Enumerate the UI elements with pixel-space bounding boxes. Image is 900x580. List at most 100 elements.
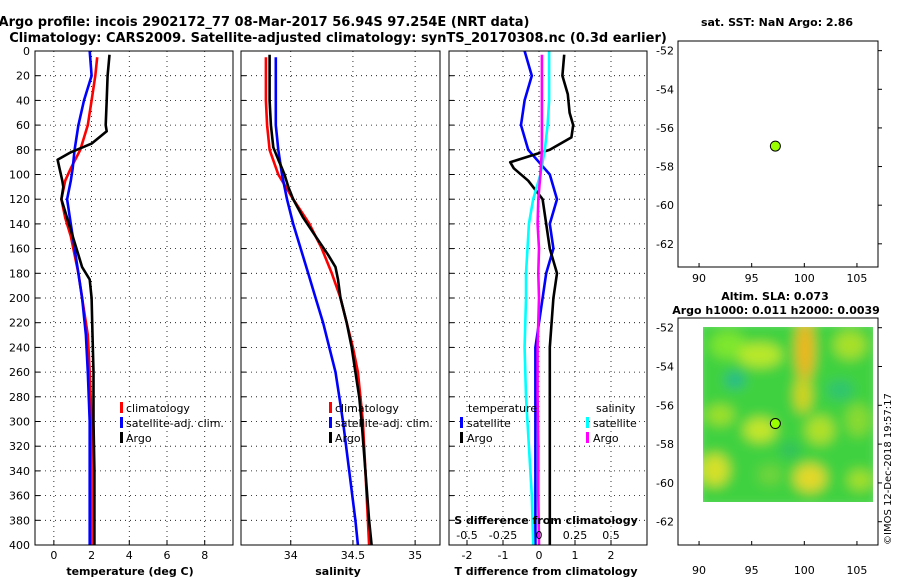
legend-label-s-satellite: satellite (593, 417, 637, 430)
y-tick-label: -56 (656, 122, 674, 135)
legend-swatch-argo (120, 432, 123, 443)
y-tick-label: -62 (656, 238, 674, 251)
s-tick-label: -0.25 (489, 529, 517, 542)
x-tick-label: 0 (50, 549, 57, 562)
y-tick-label: -56 (656, 399, 674, 412)
sst-map-panel: sat. SST: NaN Argo: 2.86 90 95 100 105 -52 -5… (656, 16, 882, 285)
y-tick-label: 380 (9, 514, 30, 527)
salinity-lines (264, 54, 373, 546)
legend-swatch-s-satellite (586, 417, 589, 428)
main-title-line2: Climatology: CARS2009. Satellite-adjuste… (9, 31, 667, 46)
legend-label-satellite: satellite-adj. clim. (126, 417, 224, 430)
sla-map-title-line1: Altim. SLA: 0.073 (721, 290, 828, 303)
sst-map-frame (677, 40, 879, 268)
main-title-line1: Argo profile: incois 2902172_77 08-Mar-2… (0, 15, 529, 30)
s-difference-xlabel: S difference from climatology (454, 514, 638, 527)
temperature-grid (35, 50, 233, 546)
y-tick-label: -58 (656, 438, 674, 451)
x-tick-label: 0 (536, 549, 543, 562)
x-tick-label: 95 (745, 564, 759, 577)
t-difference-tick-labels: -2 -1 0 1 2 (462, 549, 615, 562)
series-line-t-satellite (519, 50, 559, 545)
temperature-panel: 0204060801001201401601802002202402602803… (9, 45, 234, 578)
sst-map-ticks: 90 95 100 105 -52 -54 -56 -58 -60 -62 (656, 45, 882, 285)
x-tick-label: 34.5 (341, 549, 366, 562)
y-tick-label: 400 (9, 539, 30, 552)
y-tick-label: -60 (656, 477, 674, 490)
y-tick-label: 280 (9, 391, 30, 404)
legend-title-salinity: salinity (596, 402, 636, 415)
difference-panel: -2 -1 0 1 2 S difference from climatology -0… (448, 50, 648, 578)
y-tick-label: 180 (9, 267, 30, 280)
temperature-tick-labels: 0 2 4 6 8 (50, 549, 208, 562)
x-tick-label: 4 (126, 549, 133, 562)
temperature-lines (56, 50, 111, 545)
legend-swatch-argo (329, 432, 332, 443)
series-line-s-argo (536, 54, 544, 546)
legend-label-argo: Argo (126, 432, 152, 445)
legend-swatch-t-argo (460, 432, 463, 443)
t-difference-xlabel: T difference from climatology (454, 565, 637, 578)
salinity-tick-labels: 34 34.5 35 (284, 549, 422, 562)
y-tick-label: -52 (656, 322, 674, 335)
temperature-axes-frame (34, 50, 234, 546)
x-tick-label: 34 (284, 549, 298, 562)
series-line-argo (56, 54, 111, 545)
salinity-legend: climatology satellite-adj. clim. Argo (329, 402, 433, 445)
y-tick-label: 120 (9, 193, 30, 206)
y-tick-label: -58 (656, 161, 674, 174)
difference-axes-frame (448, 50, 648, 546)
temperature-xlabel: temperature (deg C) (66, 565, 193, 578)
salinity-axes-frame (240, 50, 441, 546)
legend-swatch-climatology (120, 402, 123, 413)
s-difference-tick-labels: -0.5 -0.25 0 0.25 0.5 (456, 529, 619, 542)
x-tick-label: 95 (745, 272, 759, 285)
s-tick-label: 0 (536, 529, 543, 542)
x-tick-label: 2 (608, 549, 615, 562)
sla-map-panel: Altim. SLA: 0.073 Argo h1000: 0.011 h200… (656, 290, 882, 577)
y-tick-label: -62 (656, 516, 674, 529)
sla-field (703, 327, 873, 502)
legend-swatch-climatology (329, 402, 332, 413)
y-tick-label: -52 (656, 45, 674, 58)
float-position-marker (769, 140, 781, 152)
legend-label-satellite: satellite-adj. clim. (335, 417, 433, 430)
difference-legend: temperature satellite Argo salinity sate… (460, 402, 637, 445)
y-tick-label: 40 (16, 94, 30, 107)
legend-label-s-argo: Argo (593, 432, 619, 445)
y-tick-label: 80 (16, 144, 30, 157)
y-tick-label: 60 (16, 119, 30, 132)
x-tick-label: 90 (692, 272, 706, 285)
legend-label-t-satellite: satellite (467, 417, 511, 430)
legend-swatch-t-satellite (460, 417, 463, 428)
salinity-panel: 34 34.5 35 salinity climatology satellite-… (240, 50, 441, 578)
y-tick-label: 360 (9, 490, 30, 503)
y-tick-label: 0 (23, 45, 30, 58)
sla-map-ticks: 90 95 100 105 -52 -54 -56 -58 -60 -62 (656, 322, 882, 577)
y-tick-label: 160 (9, 243, 30, 256)
sla-map-title-line2: Argo h1000: 0.011 h2000: 0.0039 (672, 304, 880, 317)
x-tick-label: -1 (498, 549, 509, 562)
x-tick-label: 8 (201, 549, 208, 562)
legend-swatch-satellite (120, 417, 123, 428)
y-tick-label: -54 (656, 83, 674, 96)
legend-swatch-s-argo (586, 432, 589, 443)
x-tick-label: 35 (408, 549, 422, 562)
y-tick-label: 140 (9, 218, 30, 231)
sst-map-title: sat. SST: NaN Argo: 2.86 (701, 16, 853, 29)
legend-label-climatology: climatology (335, 402, 399, 415)
series-line-climatology (60, 57, 99, 545)
legend-label-t-argo: Argo (467, 432, 493, 445)
y-tick-label: 20 (16, 70, 30, 83)
x-tick-label: 2 (88, 549, 95, 562)
x-tick-label: 6 (164, 549, 171, 562)
temperature-legend: climatology satellite-adj. clim. Argo (120, 402, 224, 445)
s-tick-label: -0.5 (456, 529, 477, 542)
x-tick-label: 105 (846, 272, 867, 285)
y-tick-label: 300 (9, 416, 30, 429)
depth-tick-labels: 0 20 40 60 80 100 120 140 160 180 200 220 240 260 280 3… (9, 45, 30, 552)
y-tick-label: -60 (656, 199, 674, 212)
x-tick-label: -2 (462, 549, 473, 562)
series-line-s-satellite (523, 51, 551, 546)
y-tick-label: 320 (9, 440, 30, 453)
